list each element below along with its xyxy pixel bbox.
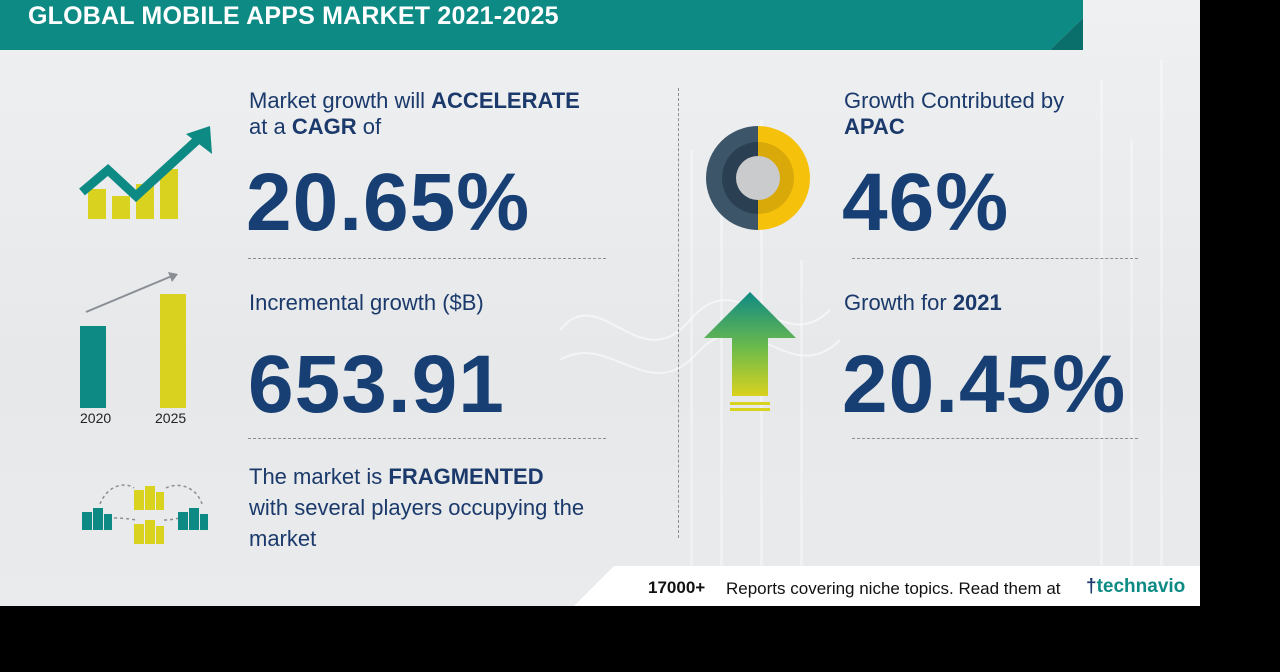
report-count: 17000+ <box>648 578 706 597</box>
year-end-label: 2025 <box>155 410 187 426</box>
divider <box>852 258 1138 259</box>
year-start-label: 2020 <box>80 410 112 426</box>
up-arrow-icon <box>704 292 796 411</box>
title-banner <box>0 0 1083 50</box>
infographic: GLOBAL MOBILE APPS MARKET 2021-2025 Mark… <box>0 0 1200 606</box>
cagr-value: 20.65% <box>246 157 531 248</box>
trend-up-bars-icon <box>79 126 212 219</box>
region-name: APAC <box>844 114 905 139</box>
region-label: Growth Contributed by <box>844 88 1065 113</box>
buildings-network-icon <box>82 484 208 544</box>
yoy-value: 20.45% <box>842 339 1127 430</box>
footer-text: Reports covering niche topics. Read them… <box>726 579 1061 598</box>
fragmented-line-3: market <box>249 526 317 551</box>
incremental-value: 653.91 <box>248 339 505 430</box>
fragmented-line-1: The market is FRAGMENTED <box>249 464 544 489</box>
incremental-label: Incremental growth ($B) <box>249 290 484 315</box>
fragmented-line-2: with several players occupying the <box>249 495 585 520</box>
technavio-logo[interactable]: †technavio <box>1086 576 1186 597</box>
column-divider <box>678 88 679 538</box>
footer-bar <box>574 566 1200 606</box>
cagr-line-2: at a CAGR of <box>249 114 382 139</box>
divider <box>248 258 606 259</box>
yoy-label: Growth for 2021 <box>844 290 1002 315</box>
growth-bars-icon <box>80 272 186 408</box>
divider <box>248 438 606 439</box>
logo-mark-icon: † <box>1086 576 1097 597</box>
donut-icon <box>706 126 810 230</box>
divider <box>852 438 1138 439</box>
region-value: 46% <box>842 157 1010 248</box>
cagr-line-1: Market growth will ACCELERATE <box>249 88 580 113</box>
page-title: GLOBAL MOBILE APPS MARKET 2021-2025 <box>28 2 559 30</box>
